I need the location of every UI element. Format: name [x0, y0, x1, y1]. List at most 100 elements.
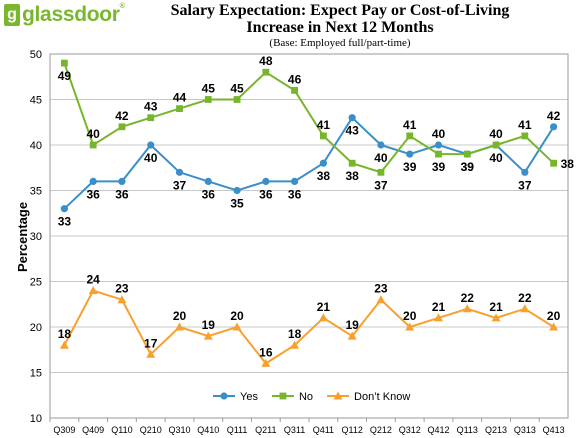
data-label: 21	[317, 300, 331, 314]
data-point	[464, 151, 471, 158]
series-yes: 333636403736353636384340394039403742	[58, 109, 561, 229]
series-layer: 3336364037363536363843403940394037424940…	[58, 54, 575, 367]
data-point	[377, 141, 384, 148]
data-point	[234, 96, 241, 103]
series-don-t-know: 182423172019201618211923202122212220	[58, 273, 561, 367]
data-label: 35	[230, 197, 244, 211]
x-tick-label: Q212	[370, 425, 392, 435]
data-label: 36	[288, 187, 302, 201]
x-tick-label: Q110	[111, 425, 132, 435]
data-label: 37	[374, 178, 388, 192]
y-tick-label: 35	[30, 186, 42, 198]
data-point	[521, 133, 528, 140]
x-tick-label: Q411	[313, 425, 334, 435]
data-label: 37	[518, 178, 532, 192]
data-label: 45	[202, 82, 216, 96]
data-point	[176, 105, 183, 112]
data-label: 40	[489, 127, 503, 141]
data-label: 36	[259, 187, 273, 201]
data-label: 43	[345, 124, 359, 138]
data-label: 23	[374, 282, 388, 296]
data-label: 24	[86, 273, 100, 287]
data-point	[262, 69, 269, 76]
y-tick-label: 50	[30, 49, 42, 61]
x-tick-label: Q211	[255, 425, 276, 435]
data-point	[90, 142, 97, 149]
legend-label: Don’t Know	[354, 391, 410, 403]
data-label: 21	[489, 300, 503, 314]
data-point	[118, 178, 125, 185]
data-label: 39	[403, 160, 417, 174]
axis-layer: Percentage 101520253035404550Q309Q409Q11…	[15, 49, 565, 435]
data-point	[320, 133, 327, 140]
data-label: 46	[288, 72, 302, 86]
data-point	[61, 60, 68, 67]
data-point	[147, 141, 154, 148]
data-label: 42	[547, 109, 561, 123]
data-point	[147, 114, 154, 121]
data-point	[319, 313, 328, 321]
x-tick-label: Q111	[227, 425, 248, 435]
y-tick-label: 25	[30, 277, 42, 289]
data-point	[205, 96, 212, 103]
data-label: 16	[259, 345, 273, 359]
data-point	[550, 160, 557, 167]
data-label: 22	[518, 291, 532, 305]
data-label: 18	[58, 327, 72, 341]
data-point	[521, 169, 528, 176]
data-label: 33	[58, 215, 72, 229]
data-label: 40	[489, 151, 503, 165]
data-label: 37	[173, 178, 187, 192]
data-point	[291, 178, 298, 185]
data-label: 49	[58, 69, 72, 83]
legend-marker	[220, 392, 227, 399]
x-tick-label: Q311	[284, 425, 305, 435]
data-point	[205, 178, 212, 185]
y-tick-label: 10	[30, 413, 42, 425]
series-line	[64, 63, 553, 172]
data-point	[376, 295, 385, 303]
legend-item: No	[272, 391, 313, 403]
chart-legend: Yes No Don’t Know	[213, 391, 410, 403]
data-label: 40	[86, 127, 100, 141]
data-label: 40	[144, 151, 158, 165]
data-label: 36	[202, 187, 216, 201]
data-label: 38	[345, 169, 359, 183]
data-label: 19	[202, 318, 216, 332]
data-point	[406, 151, 413, 158]
data-label: 40	[374, 151, 388, 165]
data-point	[60, 341, 69, 349]
data-point	[349, 160, 356, 167]
y-axis-label: Percentage	[15, 202, 30, 272]
data-point	[435, 141, 442, 148]
legend-label: No	[299, 391, 313, 403]
data-point	[406, 133, 413, 140]
legend-item: Don’t Know	[327, 391, 410, 403]
data-label: 39	[432, 160, 446, 174]
data-label: 20	[173, 309, 187, 323]
y-tick-label: 20	[30, 322, 42, 334]
series-line	[64, 118, 553, 209]
data-point	[493, 142, 500, 149]
data-point	[320, 160, 327, 167]
data-label: 42	[115, 109, 129, 123]
data-label: 20	[403, 309, 417, 323]
y-tick-label: 40	[30, 140, 42, 152]
data-point	[550, 123, 557, 130]
data-point	[61, 205, 68, 212]
data-label: 39	[461, 160, 475, 174]
legend-marker	[280, 393, 287, 400]
data-point	[176, 169, 183, 176]
x-tick-label: Q410	[197, 425, 219, 435]
data-label: 38	[561, 157, 575, 171]
data-label: 36	[86, 187, 100, 201]
legend-item: Yes	[213, 391, 258, 403]
data-label: 23	[115, 282, 129, 296]
data-label: 21	[432, 300, 446, 314]
x-tick-label: Q113	[457, 425, 478, 435]
data-point	[378, 169, 385, 176]
x-tick-label: Q112	[341, 425, 362, 435]
y-tick-label: 45	[30, 95, 42, 107]
data-label: 19	[345, 318, 359, 332]
